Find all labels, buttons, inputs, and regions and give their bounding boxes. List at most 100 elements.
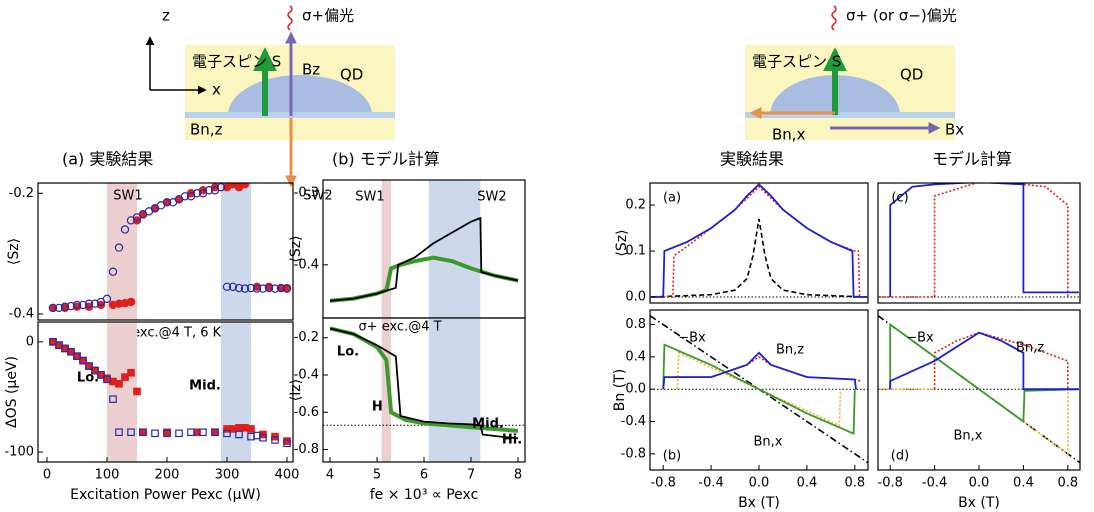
x-tick-label: 0.4 xyxy=(797,476,818,491)
wetting-layer xyxy=(745,112,955,118)
diagram-left: z x σ+偏光 電子スピン S Bz QD Bn,z xyxy=(145,5,395,188)
x-tick-label: 0.0 xyxy=(749,476,770,491)
point xyxy=(187,428,195,437)
point xyxy=(85,362,93,370)
line xyxy=(889,331,1079,391)
y-axis-label: ΔOS (μeV) xyxy=(4,356,20,428)
point xyxy=(222,282,232,292)
line xyxy=(329,327,519,440)
line xyxy=(651,185,867,298)
annotation: −Bx xyxy=(678,331,706,346)
point xyxy=(84,299,94,308)
y-tick-label: 0.0 xyxy=(625,382,646,397)
y-tick-label: 0.4 xyxy=(625,349,646,364)
annotation: Mid. xyxy=(189,379,221,394)
plot xyxy=(650,183,868,298)
point xyxy=(216,183,226,192)
annotation: SW1 xyxy=(355,190,384,205)
x-tick-label: -0.4 xyxy=(922,476,947,491)
x-tick-label: 400 xyxy=(275,468,300,483)
spin-label: 電子スピン S xyxy=(192,53,281,71)
point xyxy=(264,283,274,293)
annotation: SW1 xyxy=(113,189,142,204)
x-axis-label: Bx (T) xyxy=(958,495,1000,511)
point xyxy=(67,347,75,356)
band xyxy=(221,322,251,462)
point xyxy=(258,284,268,293)
line xyxy=(662,351,857,390)
field-label: Bz xyxy=(302,61,320,79)
x-tick-label: 8 xyxy=(514,468,522,483)
point xyxy=(127,428,135,437)
annotation: (b) xyxy=(663,449,681,464)
point xyxy=(79,356,87,365)
point xyxy=(115,379,123,388)
axis-label: z xyxy=(162,7,170,25)
point xyxy=(247,425,255,433)
point xyxy=(235,430,243,439)
point xyxy=(133,387,141,396)
band xyxy=(107,183,137,320)
annotation: Bn,x xyxy=(954,429,983,444)
point xyxy=(91,366,99,375)
y-tick-label: -0.4 xyxy=(621,414,646,429)
y-axis-label: ⟨Iz⟩ xyxy=(288,379,304,401)
dot-label: QD xyxy=(900,66,923,84)
plot xyxy=(48,183,292,320)
y-axis-label: Bn (T) xyxy=(612,369,628,411)
y-tick-label: -0.4 xyxy=(294,368,319,383)
point xyxy=(115,428,123,437)
point xyxy=(114,243,124,252)
line xyxy=(889,322,1079,424)
line xyxy=(889,183,1079,297)
point xyxy=(163,429,171,438)
point xyxy=(108,267,118,276)
panel-title: モデル計算 xyxy=(932,150,1012,169)
y-tick-label: -0.2 xyxy=(9,186,34,201)
point xyxy=(121,373,129,381)
frame xyxy=(877,182,1081,304)
point xyxy=(78,300,88,310)
point xyxy=(240,183,250,189)
annotation: Bn,z xyxy=(776,343,804,358)
light-label: σ+ (or σ−)偏光 xyxy=(846,7,957,25)
point xyxy=(54,303,64,313)
point xyxy=(271,436,279,444)
band xyxy=(107,322,137,462)
point xyxy=(175,429,183,438)
frame xyxy=(649,182,869,304)
frame xyxy=(37,321,294,463)
point xyxy=(90,299,100,308)
x-tick-label: 4 xyxy=(326,468,334,483)
annotation: SW2 xyxy=(477,190,506,205)
annotation: Hi. xyxy=(502,433,522,448)
light-label: σ+偏光 xyxy=(302,7,354,25)
panel-title: (a) 実験結果 xyxy=(62,150,153,169)
band xyxy=(428,180,481,318)
x-tick-label: 7 xyxy=(467,468,475,483)
annotation: (c) xyxy=(891,191,908,206)
point xyxy=(120,225,130,234)
frame xyxy=(322,317,526,463)
x-tick-label: 0.4 xyxy=(1013,476,1034,491)
point xyxy=(228,282,238,292)
point xyxy=(204,186,214,195)
x-tick-label: 0.0 xyxy=(969,476,990,491)
x-axis-label: Bx (T) xyxy=(738,495,780,511)
line xyxy=(651,183,867,298)
nuclear-field-label: Bn,x xyxy=(772,126,806,144)
dot-label: QD xyxy=(340,66,363,84)
y-tick-label: 0 xyxy=(26,334,34,349)
point xyxy=(151,429,159,438)
plot xyxy=(878,315,1080,464)
point xyxy=(282,284,292,293)
annotation: (a) xyxy=(663,191,681,206)
x-axis-label: Excitation Power Pexc (μW) xyxy=(70,487,261,503)
point xyxy=(66,301,76,311)
x-tick-label: 0.8 xyxy=(1057,476,1078,491)
x-tick-label: -0.8 xyxy=(878,476,903,491)
annotation: Bn,x xyxy=(754,435,783,450)
x-tick-label: 100 xyxy=(95,468,120,483)
point xyxy=(73,352,81,360)
plot xyxy=(323,318,525,462)
